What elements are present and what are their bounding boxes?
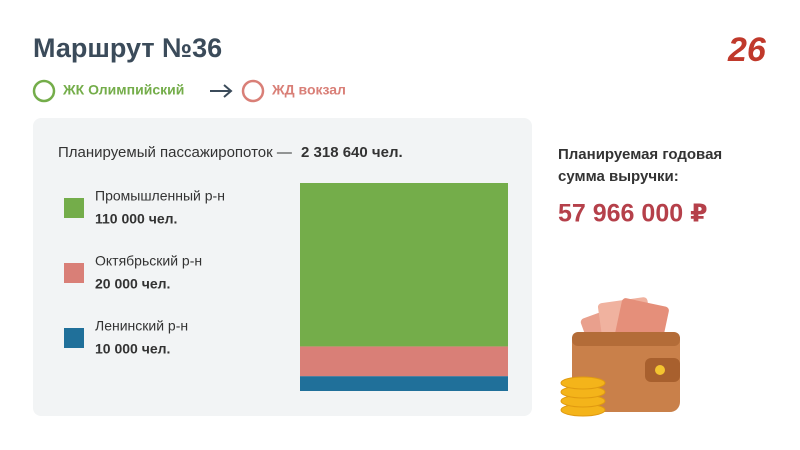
revenue-label: Планируемая годовая xyxy=(558,146,722,163)
route-start: ЖК Олимпийский xyxy=(62,82,184,98)
bar-segment xyxy=(300,376,508,391)
legend-value: 10 000 чел. xyxy=(95,341,170,357)
logo: 26 xyxy=(727,31,767,69)
route-end-icon xyxy=(241,79,265,103)
bar-segment xyxy=(300,183,508,347)
title: Маршрут №36 xyxy=(33,33,222,63)
legend-value: 110 000 чел. xyxy=(95,211,177,227)
route-end: ЖД вокзал xyxy=(271,82,346,98)
legend-swatch xyxy=(64,328,84,348)
revenue-label: сумма выручки: xyxy=(558,168,679,185)
legend-swatch xyxy=(64,263,84,283)
wallet-illustration xyxy=(560,297,680,417)
legend-value: 20 000 чел. xyxy=(95,276,170,292)
route-start-icon xyxy=(32,79,56,103)
revenue-amount: 57 966 000 ₽ xyxy=(558,200,707,228)
subtitle-text: Планируемый пассажиропоток — xyxy=(58,144,292,161)
legend-label: Октябрьский р-н xyxy=(95,253,202,269)
route-arrow xyxy=(210,84,233,98)
legend-label: Ленинский р-н xyxy=(95,318,188,334)
bar-segment xyxy=(300,346,508,377)
legend-label: Промышленный р-н xyxy=(95,188,225,204)
subtitle: Планируемый пассажиропоток — 2 318 640 ч… xyxy=(58,144,403,161)
subtitle-value: 2 318 640 чел. xyxy=(301,144,403,161)
legend-swatch xyxy=(64,198,84,218)
